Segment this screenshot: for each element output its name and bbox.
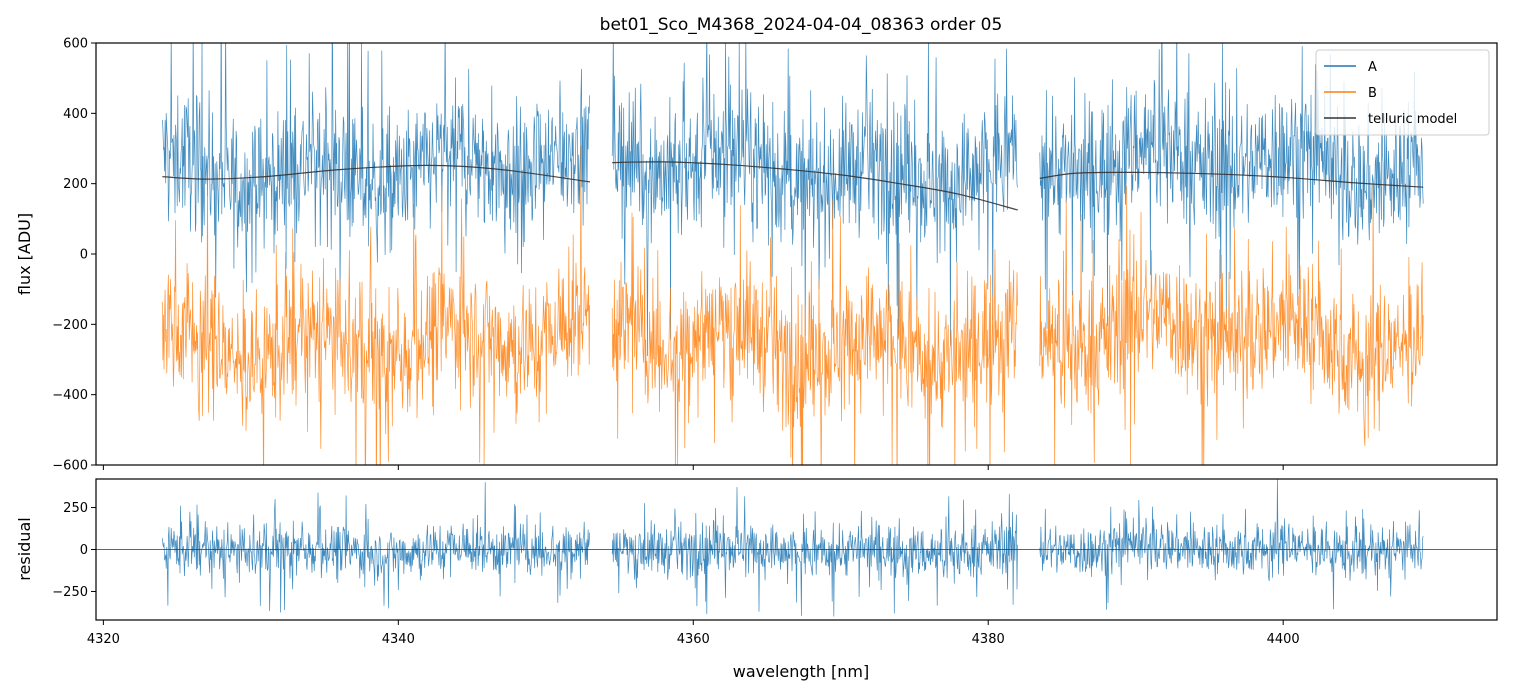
series-a-line	[162, 43, 1424, 357]
x-tick-label: 4340	[382, 632, 415, 647]
telluric-model-line-1	[162, 164, 591, 183]
legend-label-a: A	[1368, 60, 1377, 75]
main-y-axis: −600 −400 −200 0 200 400 600	[52, 37, 96, 474]
main-y-tick-label: −400	[52, 388, 88, 403]
x-tick-label: 4320	[87, 632, 120, 647]
legend-label-b: B	[1368, 86, 1377, 101]
residual-y-axis-label: residual	[15, 517, 34, 580]
main-x-axis	[102, 465, 1284, 470]
residual-y-tick-label: 250	[63, 501, 88, 516]
legend-label-telluric: telluric model	[1368, 112, 1457, 127]
main-y-tick-label: −200	[52, 318, 88, 333]
main-plot-area	[162, 43, 1424, 465]
residual-line	[162, 479, 1424, 617]
chart-title: bet01_Sco_M4368_2024-04-04_08363 order 0…	[600, 15, 1003, 35]
main-y-tick-label: 400	[63, 107, 88, 122]
residual-y-tick-label: 0	[80, 543, 88, 558]
residual-y-axis: −250 0 250	[52, 501, 96, 600]
main-y-axis-label: flux [ADU]	[15, 213, 34, 295]
x-axis-label: wavelength [nm]	[733, 662, 870, 681]
x-tick-label: 4380	[972, 632, 1005, 647]
main-y-tick-label: 200	[63, 177, 88, 192]
series-b-line	[162, 145, 1424, 465]
telluric-model-line-2	[612, 161, 1018, 211]
x-tick-label: 4360	[677, 632, 710, 647]
residual-y-tick-label: −250	[52, 585, 88, 600]
main-y-tick-label: 600	[63, 37, 88, 52]
residual-x-axis: 4320 4340 4360 4380 4400	[87, 620, 1300, 647]
legend-box	[1315, 49, 1490, 136]
telluric-model-line-3	[1039, 171, 1424, 188]
main-y-tick-label: −600	[52, 459, 88, 474]
legend: A B telluric model	[1315, 49, 1490, 136]
residual-plot-area	[96, 479, 1497, 617]
main-y-tick-label: 0	[80, 248, 88, 263]
x-tick-label: 4400	[1267, 632, 1300, 647]
main-panel: −600 −400 −200 0 200 400 600 flux [ADU]	[15, 37, 1498, 474]
residual-panel: −250 0 250 4320 4340 4360 4380 4400 residual w…	[15, 478, 1498, 681]
